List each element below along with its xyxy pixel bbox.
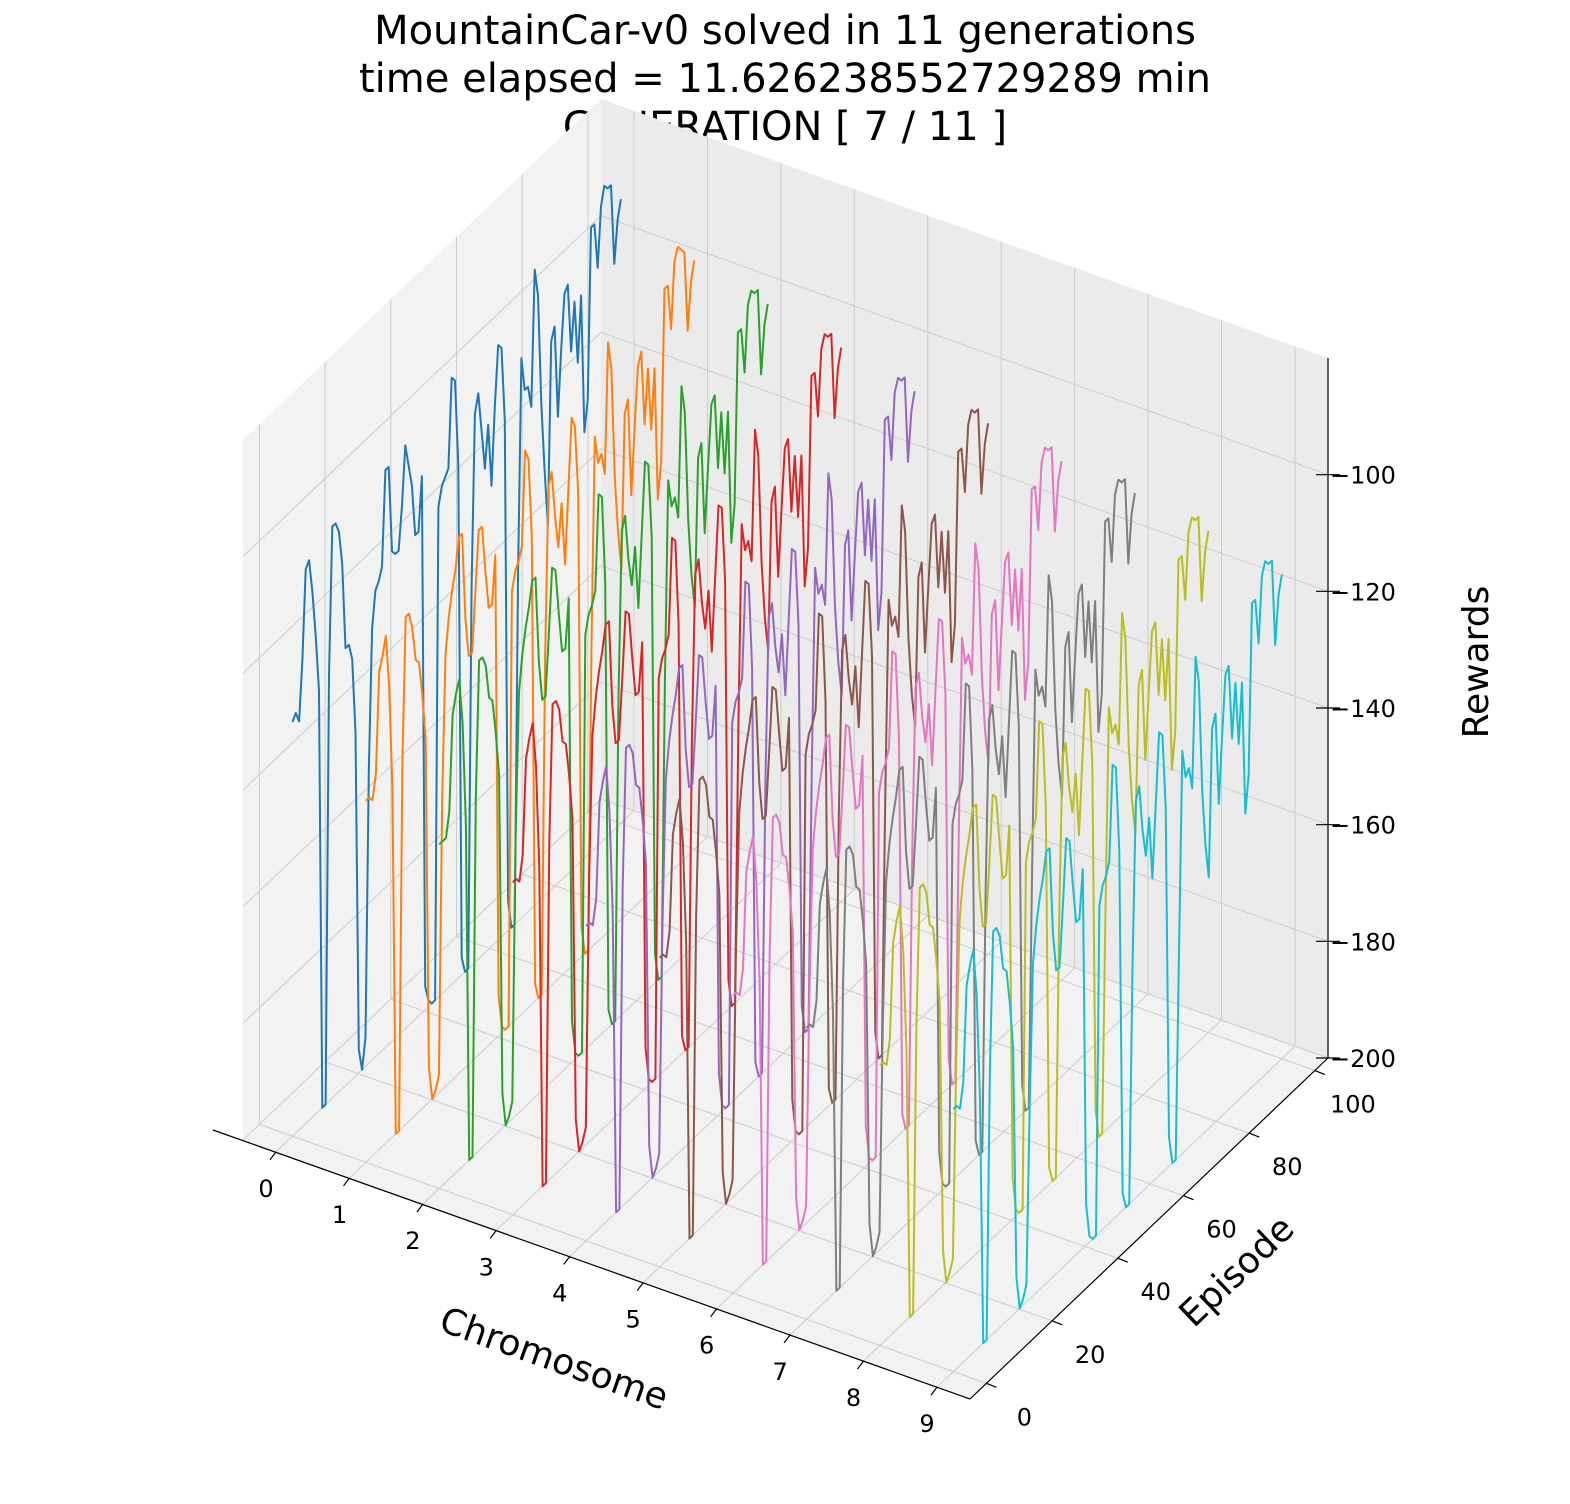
tick-mark-chromosome xyxy=(930,1386,938,1396)
tick-label-episode: 20 xyxy=(1075,1341,1106,1369)
tick-mark-chromosome xyxy=(489,1229,497,1239)
series-line-chromosome-3 xyxy=(512,332,843,1188)
chart-title: MountainCar-v0 solved in 11 generations … xyxy=(359,8,1211,150)
tick-label-chromosome: 9 xyxy=(919,1410,934,1438)
tick-label-chromosome: 1 xyxy=(332,1201,347,1229)
series-line-chromosome-6 xyxy=(732,446,1063,1266)
tick-label-rewards: −200 xyxy=(1330,1045,1396,1073)
series-line-chromosome-5 xyxy=(658,408,990,1240)
tick-mark-episode xyxy=(1051,1320,1063,1326)
tick-label-episode: 0 xyxy=(1017,1403,1032,1431)
tick-mark-chromosome xyxy=(710,1308,718,1318)
tick-label-episode: 100 xyxy=(1330,1091,1376,1119)
tick-mark-episode xyxy=(1117,1257,1129,1263)
tick-label-rewards: −180 xyxy=(1330,928,1396,956)
tick-mark-episode xyxy=(1183,1195,1194,1201)
series-line-chromosome-1 xyxy=(365,245,696,1135)
tick-label-rewards: −100 xyxy=(1330,462,1396,490)
tick-label-chromosome: 4 xyxy=(552,1279,567,1307)
chart-title-line-2: time elapsed = 11.626238552729289 min xyxy=(359,56,1211,102)
gridline-rewards xyxy=(242,681,1329,1024)
tick-mark-episode xyxy=(986,1382,997,1388)
tick-label-chromosome: 3 xyxy=(479,1253,494,1281)
tick-label-chromosome: 0 xyxy=(258,1175,273,1203)
tick-label-chromosome: 5 xyxy=(626,1306,641,1334)
tick-mark-chromosome xyxy=(857,1360,865,1370)
tick-label-chromosome: 6 xyxy=(699,1332,714,1360)
tick-mark-chromosome xyxy=(416,1203,424,1213)
tick-label-episode: 40 xyxy=(1141,1278,1172,1306)
tick-mark-chromosome xyxy=(636,1282,644,1291)
tick-label-episode: 60 xyxy=(1206,1216,1237,1244)
tick-mark-episode xyxy=(1314,1069,1326,1076)
chromosome-axis-line xyxy=(212,1129,971,1400)
tick-label-chromosome: 2 xyxy=(405,1227,420,1255)
tick-label-rewards: −120 xyxy=(1330,578,1396,606)
episode-axis-line xyxy=(969,1057,1329,1400)
tick-mark-chromosome xyxy=(269,1151,277,1161)
series-line-chromosome-7 xyxy=(805,478,1136,1292)
tick-label-episode: 80 xyxy=(1272,1153,1303,1181)
gridline-rewards xyxy=(242,331,1329,674)
series-line-chromosome-4 xyxy=(585,376,916,1214)
axis-panes xyxy=(243,99,1328,1399)
series-line-chromosome-8 xyxy=(879,516,1210,1318)
tick-label-chromosome: 8 xyxy=(846,1384,861,1412)
tick-mark-episode xyxy=(1248,1132,1260,1138)
series-line-chromosome-2 xyxy=(438,289,769,1161)
tick-mark-chromosome xyxy=(342,1177,350,1187)
series-line-chromosome-9 xyxy=(952,559,1283,1345)
episode-axis-label: Episode xyxy=(1172,1208,1303,1335)
tick-label-rewards: −160 xyxy=(1330,812,1396,840)
rewards-axis-label: Rewards xyxy=(1456,586,1497,739)
gridline-rewards xyxy=(242,448,1329,791)
series-line-chromosome-0 xyxy=(291,184,622,1109)
tick-mark-chromosome xyxy=(563,1256,571,1265)
axes xyxy=(212,358,1340,1400)
tick-label-rewards: −140 xyxy=(1330,695,1396,723)
gridline-rewards xyxy=(242,565,1329,908)
chart-title-line-1: MountainCar-v0 solved in 11 generations xyxy=(374,8,1196,54)
tick-mark-chromosome xyxy=(783,1334,791,1344)
tick-label-chromosome: 7 xyxy=(772,1358,787,1386)
series-lines xyxy=(291,184,1283,1345)
